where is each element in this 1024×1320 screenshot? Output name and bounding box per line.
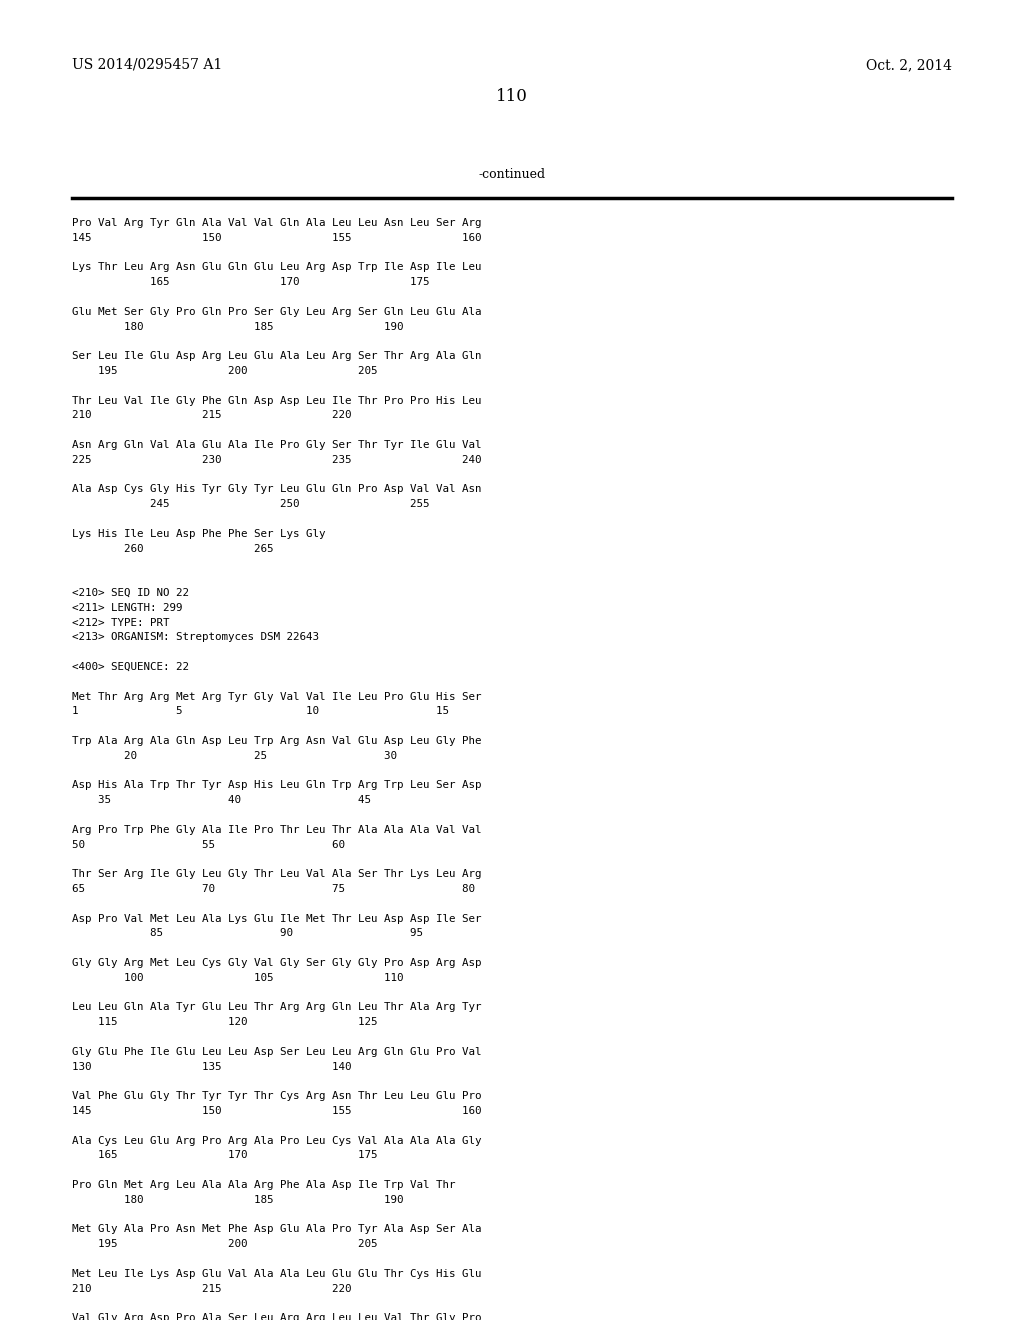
Text: Pro Gln Met Arg Leu Ala Ala Arg Phe Ala Asp Ile Trp Val Thr: Pro Gln Met Arg Leu Ala Ala Arg Phe Ala … xyxy=(72,1180,456,1191)
Text: <212> TYPE: PRT: <212> TYPE: PRT xyxy=(72,618,170,627)
Text: 20                  25                  30: 20 25 30 xyxy=(72,751,397,760)
Text: 245                 250                 255: 245 250 255 xyxy=(72,499,429,510)
Text: Asp Pro Val Met Leu Ala Lys Glu Ile Met Thr Leu Asp Asp Ile Ser: Asp Pro Val Met Leu Ala Lys Glu Ile Met … xyxy=(72,913,481,924)
Text: 195                 200                 205: 195 200 205 xyxy=(72,1239,378,1249)
Text: 260                 265: 260 265 xyxy=(72,544,273,553)
Text: <400> SEQUENCE: 22: <400> SEQUENCE: 22 xyxy=(72,663,189,672)
Text: <210> SEQ ID NO 22: <210> SEQ ID NO 22 xyxy=(72,587,189,598)
Text: -continued: -continued xyxy=(478,168,546,181)
Text: Ala Asp Cys Gly His Tyr Gly Tyr Leu Glu Gln Pro Asp Val Val Asn: Ala Asp Cys Gly His Tyr Gly Tyr Leu Glu … xyxy=(72,484,481,495)
Text: Val Gly Arg Asp Pro Ala Ser Leu Arg Arg Leu Leu Val Thr Gly Pro: Val Gly Arg Asp Pro Ala Ser Leu Arg Arg … xyxy=(72,1313,481,1320)
Text: 50                  55                  60: 50 55 60 xyxy=(72,840,345,850)
Text: 180                 185                 190: 180 185 190 xyxy=(72,322,403,331)
Text: 110: 110 xyxy=(496,88,528,106)
Text: Met Gly Ala Pro Asn Met Phe Asp Glu Ala Pro Tyr Ala Asp Ser Ala: Met Gly Ala Pro Asn Met Phe Asp Glu Ala … xyxy=(72,1225,481,1234)
Text: Asp His Ala Trp Thr Tyr Asp His Leu Gln Trp Arg Trp Leu Ser Asp: Asp His Ala Trp Thr Tyr Asp His Leu Gln … xyxy=(72,780,481,791)
Text: 85                  90                  95: 85 90 95 xyxy=(72,928,423,939)
Text: Ala Cys Leu Glu Arg Pro Arg Ala Pro Leu Cys Val Ala Ala Ala Gly: Ala Cys Leu Glu Arg Pro Arg Ala Pro Leu … xyxy=(72,1135,481,1146)
Text: Arg Pro Trp Phe Gly Ala Ile Pro Thr Leu Thr Ala Ala Ala Val Val: Arg Pro Trp Phe Gly Ala Ile Pro Thr Leu … xyxy=(72,825,481,834)
Text: Val Phe Glu Gly Thr Tyr Tyr Thr Cys Arg Asn Thr Leu Leu Glu Pro: Val Phe Glu Gly Thr Tyr Tyr Thr Cys Arg … xyxy=(72,1092,481,1101)
Text: Thr Leu Val Ile Gly Phe Gln Asp Asp Leu Ile Thr Pro Pro His Leu: Thr Leu Val Ile Gly Phe Gln Asp Asp Leu … xyxy=(72,396,481,405)
Text: 225                 230                 235                 240: 225 230 235 240 xyxy=(72,455,481,465)
Text: US 2014/0295457 A1: US 2014/0295457 A1 xyxy=(72,58,222,73)
Text: 210                 215                 220: 210 215 220 xyxy=(72,411,351,420)
Text: Lys Thr Leu Arg Asn Glu Gln Glu Leu Arg Asp Trp Ile Asp Ile Leu: Lys Thr Leu Arg Asn Glu Gln Glu Leu Arg … xyxy=(72,263,481,272)
Text: <213> ORGANISM: Streptomyces DSM 22643: <213> ORGANISM: Streptomyces DSM 22643 xyxy=(72,632,319,643)
Text: Asn Arg Gln Val Ala Glu Ala Ile Pro Gly Ser Thr Tyr Ile Glu Val: Asn Arg Gln Val Ala Glu Ala Ile Pro Gly … xyxy=(72,440,481,450)
Text: Met Leu Ile Lys Asp Glu Val Ala Ala Leu Glu Glu Thr Cys His Glu: Met Leu Ile Lys Asp Glu Val Ala Ala Leu … xyxy=(72,1269,481,1279)
Text: Ser Leu Ile Glu Asp Arg Leu Glu Ala Leu Arg Ser Thr Arg Ala Gln: Ser Leu Ile Glu Asp Arg Leu Glu Ala Leu … xyxy=(72,351,481,362)
Text: Lys His Ile Leu Asp Phe Phe Ser Lys Gly: Lys His Ile Leu Asp Phe Phe Ser Lys Gly xyxy=(72,529,326,539)
Text: 115                 120                 125: 115 120 125 xyxy=(72,1018,378,1027)
Text: 180                 185                 190: 180 185 190 xyxy=(72,1195,403,1205)
Text: 165                 170                 175: 165 170 175 xyxy=(72,277,429,288)
Text: 35                  40                  45: 35 40 45 xyxy=(72,795,371,805)
Text: 195                 200                 205: 195 200 205 xyxy=(72,366,378,376)
Text: 1               5                   10                  15: 1 5 10 15 xyxy=(72,706,449,717)
Text: 65                  70                  75                  80: 65 70 75 80 xyxy=(72,884,475,894)
Text: Glu Met Ser Gly Pro Gln Pro Ser Gly Leu Arg Ser Gln Leu Glu Ala: Glu Met Ser Gly Pro Gln Pro Ser Gly Leu … xyxy=(72,306,481,317)
Text: 210                 215                 220: 210 215 220 xyxy=(72,1283,351,1294)
Text: 165                 170                 175: 165 170 175 xyxy=(72,1151,378,1160)
Text: 100                 105                 110: 100 105 110 xyxy=(72,973,403,983)
Text: Gly Gly Arg Met Leu Cys Gly Val Gly Ser Gly Gly Pro Asp Arg Asp: Gly Gly Arg Met Leu Cys Gly Val Gly Ser … xyxy=(72,958,481,968)
Text: Gly Glu Phe Ile Glu Leu Leu Asp Ser Leu Leu Arg Gln Glu Pro Val: Gly Glu Phe Ile Glu Leu Leu Asp Ser Leu … xyxy=(72,1047,481,1057)
Text: Trp Ala Arg Ala Gln Asp Leu Trp Arg Asn Val Glu Asp Leu Gly Phe: Trp Ala Arg Ala Gln Asp Leu Trp Arg Asn … xyxy=(72,737,481,746)
Text: 145                 150                 155                 160: 145 150 155 160 xyxy=(72,1106,481,1115)
Text: Oct. 2, 2014: Oct. 2, 2014 xyxy=(866,58,952,73)
Text: 130                 135                 140: 130 135 140 xyxy=(72,1061,351,1072)
Text: 145                 150                 155                 160: 145 150 155 160 xyxy=(72,232,481,243)
Text: Leu Leu Gln Ala Tyr Glu Leu Thr Arg Arg Gln Leu Thr Ala Arg Tyr: Leu Leu Gln Ala Tyr Glu Leu Thr Arg Arg … xyxy=(72,1002,481,1012)
Text: <211> LENGTH: 299: <211> LENGTH: 299 xyxy=(72,603,182,612)
Text: Met Thr Arg Arg Met Arg Tyr Gly Val Val Ile Leu Pro Glu His Ser: Met Thr Arg Arg Met Arg Tyr Gly Val Val … xyxy=(72,692,481,702)
Text: Pro Val Arg Tyr Gln Ala Val Val Gln Ala Leu Leu Asn Leu Ser Arg: Pro Val Arg Tyr Gln Ala Val Val Gln Ala … xyxy=(72,218,481,228)
Text: Thr Ser Arg Ile Gly Leu Gly Thr Leu Val Ala Ser Thr Lys Leu Arg: Thr Ser Arg Ile Gly Leu Gly Thr Leu Val … xyxy=(72,869,481,879)
